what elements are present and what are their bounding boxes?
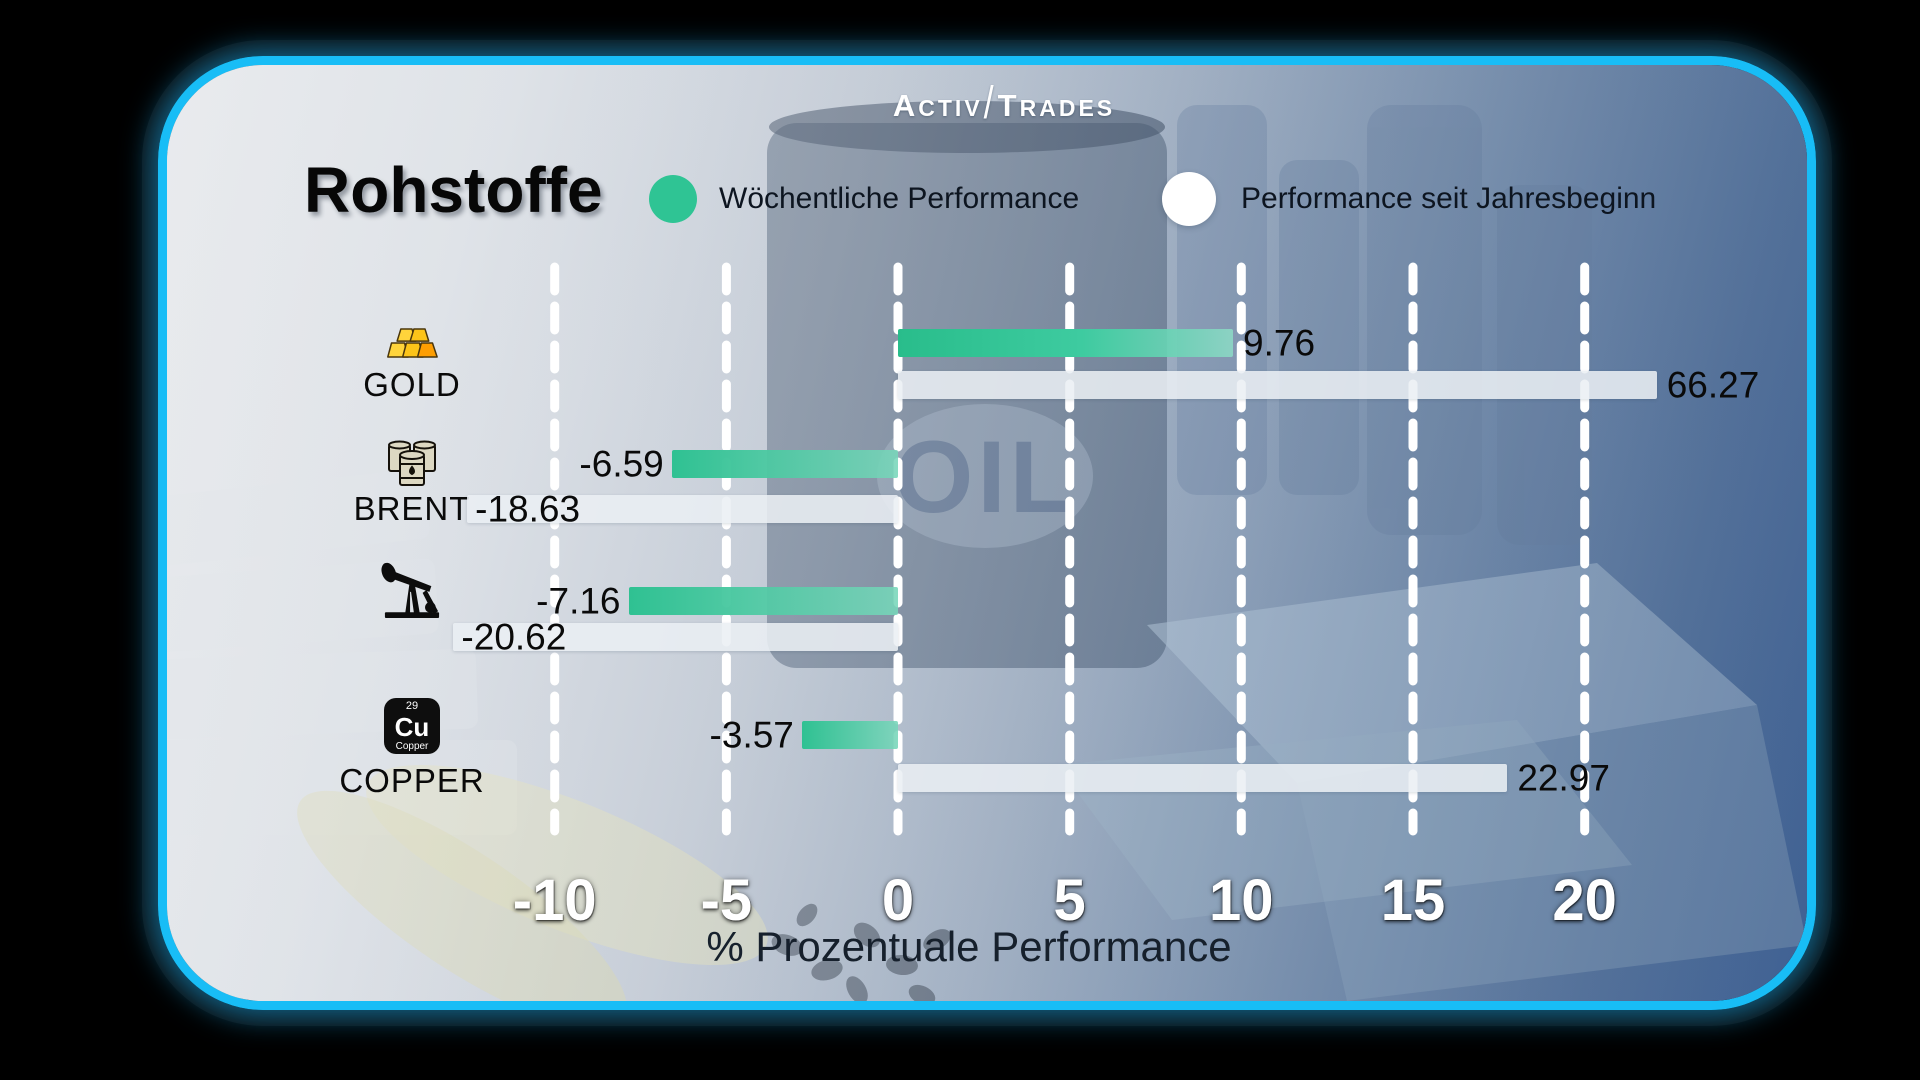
copper-atomic-number: 29 — [405, 699, 419, 712]
x-tick-label: 15 — [1380, 868, 1446, 933]
legend-weekly-dot-icon — [649, 175, 697, 223]
x-tick-label: -5 — [700, 868, 753, 933]
logo-slash-icon: / — [983, 76, 997, 128]
logo-letter: A — [892, 88, 919, 123]
value-ytd-gold: 66.27 — [1666, 364, 1760, 406]
category-label-brent: BRENT — [353, 490, 471, 527]
gold-bars-icon — [385, 326, 439, 360]
value-ytd-brent: -18.63 — [475, 488, 581, 530]
x-axis-label: % Prozentuale Performance — [706, 923, 1232, 970]
value-ytd-wti: -20.62 — [461, 616, 567, 658]
value-weekly-brent: -6.59 — [579, 443, 664, 485]
x-tick-label: -10 — [512, 868, 597, 933]
copper-name: Copper — [395, 740, 429, 752]
copper-element-icon: 29 Cu Copper — [384, 698, 440, 754]
brand-logo: ACTIV/TRADES — [892, 77, 1116, 128]
legend-ytd-label: Performance seit Jahresbeginn — [1241, 182, 1657, 215]
bar-ytd-copper — [898, 764, 1508, 792]
logo-letters: CTIV — [918, 95, 983, 121]
x-tick-label: 0 — [881, 868, 915, 933]
legend-weekly-label: Wöchentliche Performance — [719, 182, 1080, 215]
category-label-copper: COPPER — [339, 762, 485, 799]
chart-title: Rohstoffe — [304, 154, 603, 226]
value-weekly-wti: -7.16 — [536, 580, 621, 622]
chart-card: OIL — [158, 56, 1816, 1010]
logo-letters: RADES — [1019, 95, 1116, 121]
bar-weekly-wti — [628, 587, 898, 615]
logo-letter: T — [997, 88, 1020, 123]
copper-symbol: Cu — [394, 711, 430, 742]
oil-pumpjack-icon — [381, 560, 443, 618]
value-weekly-gold: 9.76 — [1243, 322, 1316, 364]
x-tick-label: 20 — [1552, 868, 1617, 933]
bar-ytd-brent — [467, 495, 898, 523]
x-tick-label: 5 — [1053, 868, 1086, 933]
value-ytd-copper: 22.97 — [1517, 757, 1610, 799]
legend-ytd-dot-icon — [1162, 172, 1216, 226]
bar-ytd-gold — [898, 371, 1657, 399]
category-label-gold: GOLD — [363, 366, 461, 403]
x-tick-label: 10 — [1209, 868, 1274, 933]
bar-ytd-wti — [453, 623, 898, 651]
bar-weekly-copper — [801, 721, 898, 749]
bar-weekly-brent — [671, 450, 898, 478]
copper-element-icon: 29 Cu Copper — [384, 698, 440, 754]
background-overlay — [167, 65, 1807, 1001]
oil-barrels-icon — [386, 440, 438, 488]
bar-weekly-gold — [898, 329, 1234, 357]
gridlines — [550, 262, 1590, 836]
chart-content: ACTIV/TRADES Rohstoffe Wöchentliche Perf… — [167, 65, 1807, 1001]
value-weekly-copper: -3.57 — [709, 714, 794, 756]
